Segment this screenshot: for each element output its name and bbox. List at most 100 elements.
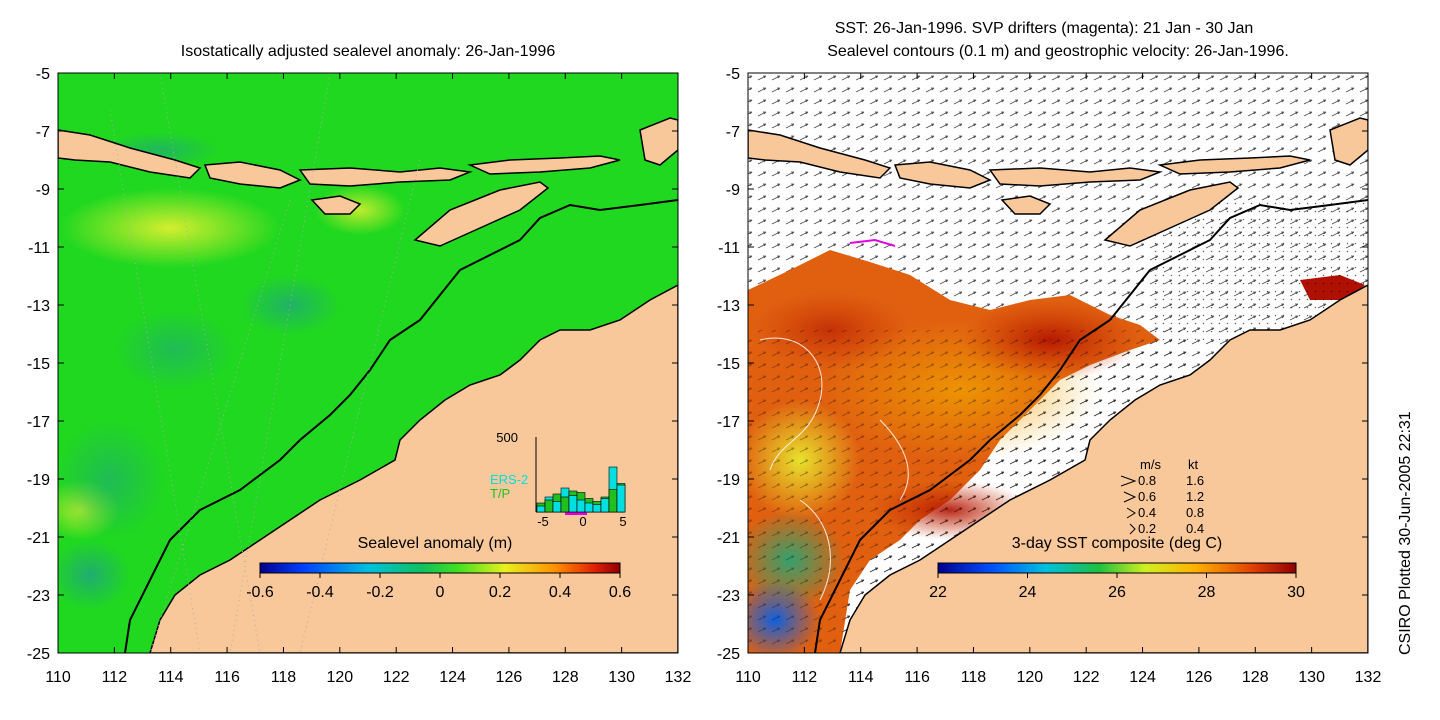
sla-low-blob xyxy=(58,540,130,610)
sst-colorbar-ramp xyxy=(937,562,1297,574)
histogram-bar xyxy=(576,499,586,513)
sumba-land xyxy=(1000,195,1052,215)
lat-tick-label: -17 xyxy=(717,414,740,431)
colorbar-tick-label: 0.4 xyxy=(549,584,571,601)
velocity-legend-ms: 0.8 xyxy=(1138,473,1156,488)
lat-tick-label: -13 xyxy=(717,298,740,315)
lat-tick-label: -19 xyxy=(27,472,50,489)
lat-tick-label: -11 xyxy=(718,240,740,257)
lon-tick-label: 118 xyxy=(271,669,297,686)
histogram-legend-ers2: ERS-2 xyxy=(490,472,528,487)
credit-text: CSIRO Plotted 30-Jun-2005 22:31 xyxy=(1397,411,1414,655)
velocity-legend-ms: 0.6 xyxy=(1138,489,1156,504)
lon-tick-label: 112 xyxy=(792,669,818,686)
lat-tick-label: -25 xyxy=(27,646,50,663)
velocity-legend-ms: 0.2 xyxy=(1138,521,1156,536)
right-title-line2: Sealevel contours (0.1 m) and geostrophi… xyxy=(827,43,1289,60)
histogram-bar xyxy=(568,495,578,513)
lat-tick-label: -7 xyxy=(726,124,740,141)
velocity-legend: m/s kt 0.8 1.60.6 1.20.4 0.80.2 0.4 xyxy=(1120,457,1204,536)
colorbar-tick-label: -0.4 xyxy=(306,584,334,601)
colorbar-tick-label: 24 xyxy=(1019,584,1037,601)
lat-tick-label: -21 xyxy=(717,530,740,547)
lat-tick-label: -17 xyxy=(27,414,50,431)
right-title-line1: SST: 26-Jan-1996. SVP drifters (magenta)… xyxy=(835,20,1254,37)
sla-colorbar-ramp xyxy=(259,562,621,574)
lon-tick-label: 114 xyxy=(848,669,874,686)
java-land xyxy=(58,129,202,179)
sla-colorbar-label: Sealevel anomaly (m) xyxy=(358,535,513,552)
east-island-land xyxy=(1329,117,1368,166)
colorbar-tick-label: -0.2 xyxy=(366,584,394,601)
lat-tick-label: -15 xyxy=(717,356,740,373)
lat-tick-label: -23 xyxy=(717,588,740,605)
alor-wetar-land xyxy=(1157,155,1311,175)
timor-land xyxy=(413,181,550,247)
histogram-bar xyxy=(584,502,594,513)
lon-tick-label: 118 xyxy=(961,669,987,686)
lon-tick-label: 132 xyxy=(1355,669,1382,686)
lat-tick-label: -25 xyxy=(717,646,740,663)
timor-land xyxy=(1103,181,1240,247)
colorbar-tick-label: 0.2 xyxy=(489,584,511,601)
lon-tick-label: 110 xyxy=(735,669,761,686)
velocity-legend-arrow xyxy=(1123,491,1137,503)
colorbar-tick-label: 28 xyxy=(1198,584,1216,601)
colorbar-tick-label: 0 xyxy=(436,584,445,601)
lat-tick-label: -15 xyxy=(27,356,50,373)
colorbar-tick-label: 22 xyxy=(929,584,947,601)
lat-tick-label: -5 xyxy=(36,66,50,83)
histogram-ymax-label: 500 xyxy=(496,430,518,445)
histogram-bar xyxy=(560,496,570,513)
lat-tick-label: -11 xyxy=(28,240,50,257)
histogram-bar xyxy=(616,484,626,513)
sla-high-blob xyxy=(60,188,280,268)
histogram-xtick-label: 5 xyxy=(619,514,626,529)
histogram-bars xyxy=(536,466,626,513)
lat-tick-label: -5 xyxy=(726,66,740,83)
lat-tick-label: -19 xyxy=(717,472,740,489)
lon-tick-label: 122 xyxy=(1073,669,1100,686)
sst-colorbar: 3-day SST composite (deg C) 22 24 26 28 30 xyxy=(929,535,1305,601)
flores-land xyxy=(988,167,1163,187)
histogram-bar xyxy=(608,489,618,513)
velocity-legend-header-kt: kt xyxy=(1188,457,1199,472)
sealevel-contours xyxy=(759,337,909,601)
lon-tick-label: 126 xyxy=(1186,669,1213,686)
sla-low-blob xyxy=(115,310,235,390)
velocity-legend-arrow xyxy=(1129,523,1136,535)
java-land xyxy=(748,129,892,179)
sst-colorbar-ticks: 22 24 26 28 30 xyxy=(929,573,1305,601)
flores-land xyxy=(298,167,473,187)
colorbar-tick-label: 0.6 xyxy=(609,584,631,601)
left-title: Isostatically adjusted sealevel anomaly:… xyxy=(181,43,556,60)
left-map xyxy=(58,73,678,653)
velocity-legend-rows: 0.8 1.60.6 1.20.4 0.80.2 0.4 xyxy=(1120,473,1204,536)
velocity-legend-kt: 1.2 xyxy=(1186,489,1204,504)
velocity-legend-arrow xyxy=(1120,475,1137,487)
lon-tick-label: 114 xyxy=(158,669,184,686)
histogram-legend-tp: T/P xyxy=(490,486,510,501)
lon-tick-label: 122 xyxy=(383,669,410,686)
histogram-bar xyxy=(600,498,610,513)
svp-drifter-track xyxy=(849,238,896,247)
lat-tick-label: -9 xyxy=(726,182,740,199)
left-lat-axis: -5 -7 -9 -11 -13 -15 -17 -19 -21 -23 -25 xyxy=(27,66,678,663)
lat-tick-label: -13 xyxy=(27,298,50,315)
lat-tick-label: -23 xyxy=(27,588,50,605)
lon-tick-label: 124 xyxy=(439,669,466,686)
sumba-land xyxy=(310,195,362,215)
australia-land xyxy=(149,284,678,653)
velocity-legend-header-ms: m/s xyxy=(1140,457,1161,472)
lon-tick-label: 130 xyxy=(608,669,635,686)
velocity-legend-kt: 1.6 xyxy=(1186,473,1204,488)
lon-tick-label: 116 xyxy=(904,669,930,686)
histogram-bar xyxy=(536,505,546,513)
left-lon-axis: 110 112 114 116 118 120 122 124 126 128 130 132 xyxy=(45,73,691,686)
lon-tick-label: 132 xyxy=(665,669,692,686)
east-island-land xyxy=(639,117,678,166)
histogram-range-marker xyxy=(565,511,587,515)
lon-tick-label: 116 xyxy=(214,669,240,686)
histogram-bar xyxy=(552,501,562,513)
